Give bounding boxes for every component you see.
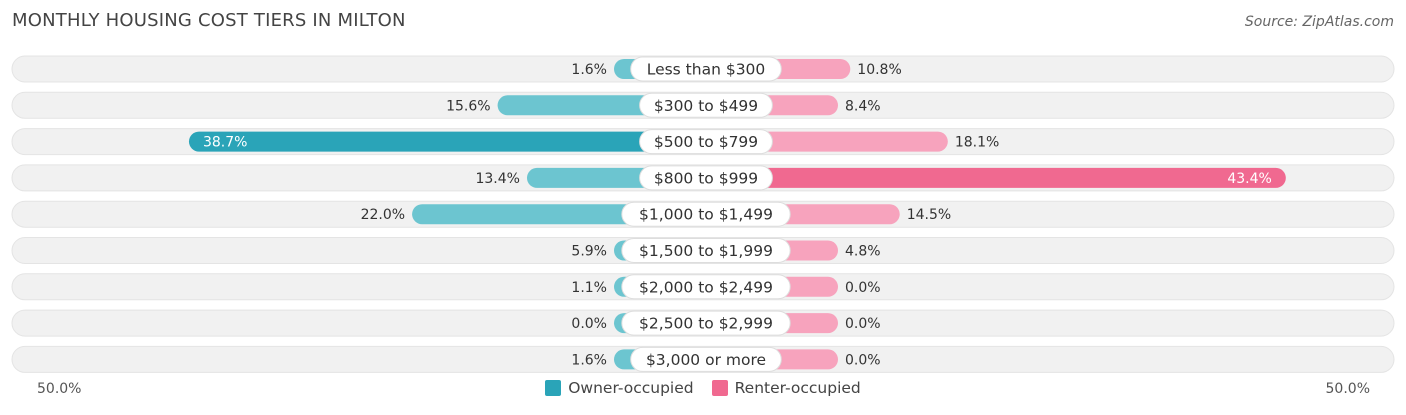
renter-value-label: 0.0% bbox=[845, 352, 881, 368]
renter-value-label: 10.8% bbox=[857, 62, 901, 78]
legend-item-renter: Renter-occupied bbox=[711, 379, 861, 397]
category-pill bbox=[630, 56, 782, 82]
category-label: $1,000 to $1,499 bbox=[639, 206, 773, 224]
category-pill bbox=[639, 92, 773, 118]
owner-bar bbox=[188, 131, 706, 152]
category-label: $3,000 or more bbox=[646, 351, 766, 369]
owner-value-label: 13.4% bbox=[475, 171, 519, 187]
chart-source: Source: ZipAtlas.com bbox=[1244, 14, 1394, 30]
axis-left-label: 50.0% bbox=[37, 381, 82, 397]
legend-label-owner: Owner-occupied bbox=[568, 379, 694, 397]
renter-value-label: 0.0% bbox=[845, 280, 881, 296]
renter-value-label: 4.8% bbox=[845, 244, 881, 260]
category-pill bbox=[621, 238, 791, 263]
owner-value-label: 15.6% bbox=[446, 98, 490, 114]
category-pill bbox=[621, 310, 791, 336]
owner-value-label: 5.9% bbox=[571, 244, 607, 260]
chart-title: MONTHLY HOUSING COST TIERS IN MILTON bbox=[12, 10, 406, 31]
category-label: $800 to $999 bbox=[654, 169, 758, 187]
owner-value-label: 22.0% bbox=[361, 207, 405, 223]
legend-swatch-owner bbox=[545, 380, 562, 396]
owner-value-label: 1.1% bbox=[571, 280, 607, 296]
owner-value-label: 1.6% bbox=[571, 352, 607, 368]
legend: Owner-occupied Renter-occupied bbox=[0, 379, 1406, 397]
category-label: $2,000 to $2,499 bbox=[639, 278, 773, 296]
renter-value-label: 18.1% bbox=[955, 135, 999, 151]
renter-value-label: 43.4% bbox=[1227, 171, 1271, 187]
category-label: $300 to $499 bbox=[654, 97, 758, 115]
legend-label-renter: Renter-occupied bbox=[734, 379, 861, 397]
category-label: Less than $300 bbox=[647, 61, 766, 79]
category-label: $500 to $799 bbox=[654, 133, 758, 151]
category-label: $1,500 to $1,999 bbox=[639, 242, 773, 260]
category-pill bbox=[639, 165, 773, 191]
legend-swatch-renter bbox=[711, 380, 728, 396]
category-pill bbox=[621, 274, 791, 300]
category-pill bbox=[639, 129, 773, 155]
owner-value-label: 0.0% bbox=[571, 316, 607, 332]
renter-value-label: 8.4% bbox=[845, 98, 881, 114]
renter-value-label: 14.5% bbox=[907, 207, 951, 223]
legend-item-owner: Owner-occupied bbox=[545, 379, 694, 397]
category-label: $2,500 to $2,999 bbox=[639, 315, 773, 333]
owner-value-label: 38.7% bbox=[203, 135, 247, 151]
renter-bar bbox=[706, 167, 1286, 188]
owner-value-label: 1.6% bbox=[571, 62, 607, 78]
axis-right-label: 50.0% bbox=[1325, 381, 1370, 397]
category-pill bbox=[621, 201, 791, 227]
category-pill bbox=[630, 346, 782, 372]
renter-value-label: 0.0% bbox=[845, 316, 881, 332]
